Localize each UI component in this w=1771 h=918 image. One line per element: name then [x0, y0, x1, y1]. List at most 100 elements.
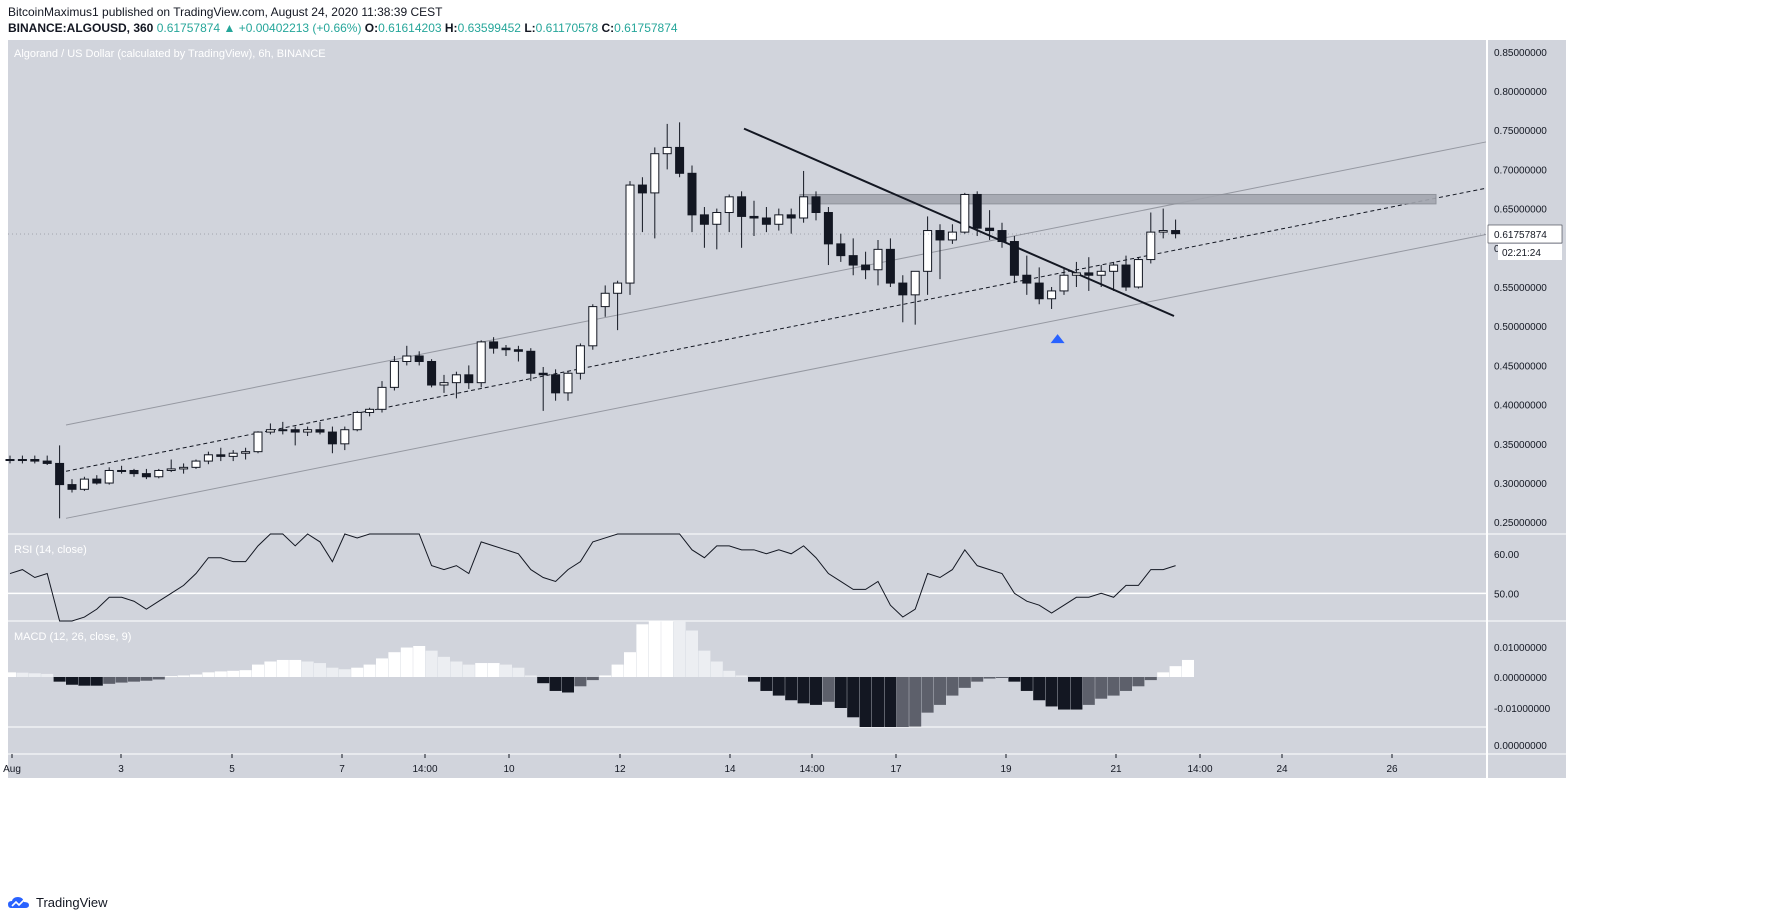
tradingview-brand: TradingView	[36, 895, 108, 910]
countdown-tag	[1498, 244, 1562, 261]
candle-body	[253, 431, 263, 453]
macd-histogram-bar	[636, 624, 649, 677]
candle-body	[960, 193, 970, 233]
candle-body	[910, 270, 920, 296]
candle-body	[241, 451, 251, 454]
buy-signal-triangle	[1050, 334, 1065, 344]
macd-histogram-bar	[834, 677, 847, 708]
macd-histogram-bar	[214, 671, 227, 677]
candle-body	[1022, 274, 1032, 284]
macd-histogram-bar	[921, 677, 934, 713]
macd-histogram-bar	[53, 677, 66, 682]
candle-body	[154, 469, 164, 478]
candle-body	[786, 214, 796, 219]
rsi-label: RSI (14, close)	[14, 544, 87, 556]
candle-body	[513, 349, 523, 352]
macd-histogram-bar	[338, 669, 351, 677]
macd-histogram-bar	[797, 677, 810, 704]
last-price: 0.61757874	[156, 21, 221, 35]
candle-body	[923, 230, 933, 272]
price-tick-label: 0.80000000	[1494, 87, 1547, 98]
candle-body	[637, 184, 647, 194]
candle-body	[290, 429, 300, 433]
candle-body	[588, 306, 598, 347]
macd-histogram-bar	[202, 672, 215, 677]
candle-body	[873, 248, 883, 271]
candle-body	[575, 345, 585, 374]
macd-label: MACD (12, 26, close, 9)	[14, 631, 131, 643]
tradingview-logo[interactable]: TradingView	[8, 895, 108, 910]
candle-body	[228, 452, 238, 457]
rsi-line	[9, 533, 1176, 622]
macd-histogram-bar	[66, 677, 78, 685]
candle-body	[1121, 264, 1131, 288]
macd-histogram-bar	[314, 663, 326, 677]
candle-body	[662, 146, 672, 155]
candle-body	[117, 469, 127, 472]
candle-body	[377, 386, 387, 410]
candle-body	[600, 292, 610, 308]
macd-histogram-bar	[909, 677, 922, 727]
macd-histogram-bar	[735, 675, 748, 677]
time-tick-label: 19	[1000, 764, 1012, 775]
candle-body	[551, 374, 561, 394]
macd-histogram-bar	[115, 677, 128, 683]
countdown-label: 02:21:24	[1502, 248, 1541, 259]
symbol: BINANCE:ALGOUSD, 360	[8, 21, 154, 35]
candle-body	[1158, 230, 1168, 233]
macd-histogram-bar	[16, 672, 29, 677]
candle-body	[216, 454, 226, 457]
candle-body	[303, 429, 313, 433]
candle-body	[811, 196, 821, 214]
macd-histogram-bar	[611, 664, 624, 677]
candle-body	[402, 355, 412, 362]
macd-histogram-bar	[537, 677, 550, 684]
candle-body	[1096, 270, 1106, 276]
candle-body	[526, 350, 536, 374]
candle-body	[1059, 274, 1069, 292]
price-tick-label: 0.40000000	[1494, 401, 1547, 412]
macd-histogram-bar	[1120, 677, 1132, 691]
macd-histogram-bar	[586, 677, 599, 681]
candle-body	[538, 372, 548, 376]
candle-body	[1133, 259, 1143, 288]
close-value: 0.61757874	[614, 21, 678, 35]
candle-body	[985, 227, 995, 232]
candle-body	[699, 214, 709, 225]
macd-tick-label: 0.00000000	[1494, 673, 1547, 684]
price-tick-label: 0.65000000	[1494, 205, 1547, 216]
candle-body	[30, 459, 40, 462]
macd-histogram-bar	[1070, 677, 1083, 710]
time-tick-label: 14:00	[412, 764, 437, 775]
candle-body	[774, 214, 784, 225]
macd-histogram-bar	[859, 677, 872, 727]
candle-body	[1009, 241, 1019, 276]
macd-histogram-bar	[376, 658, 388, 677]
candle-body	[749, 215, 759, 219]
macd-histogram-bar	[946, 677, 959, 696]
macd-histogram-bar	[872, 677, 884, 727]
candle-body	[861, 264, 871, 271]
candle-body	[67, 484, 77, 490]
candle-body	[389, 360, 399, 388]
candle-body	[737, 196, 747, 217]
macd-histogram-bar	[190, 674, 202, 677]
macd-histogram-bar	[28, 673, 41, 677]
macd-histogram-bar	[698, 650, 711, 677]
macd-histogram-bar	[500, 664, 512, 677]
macd-histogram-bar	[363, 664, 376, 677]
macd-histogram-bar	[822, 677, 835, 702]
candle-body	[179, 466, 189, 470]
candle-body	[104, 469, 114, 484]
time-tick-label: 17	[890, 764, 902, 775]
candle-body	[92, 478, 102, 484]
candle-body	[1171, 230, 1181, 235]
macd-histogram-bar	[785, 677, 798, 701]
macd-histogram-bar	[475, 663, 488, 677]
macd-histogram-bar	[152, 677, 165, 680]
macd-histogram-bar	[425, 650, 438, 677]
macd-histogram-bar	[1008, 677, 1021, 682]
macd-histogram-bar	[1169, 666, 1182, 677]
macd-histogram-bar	[1020, 677, 1033, 691]
